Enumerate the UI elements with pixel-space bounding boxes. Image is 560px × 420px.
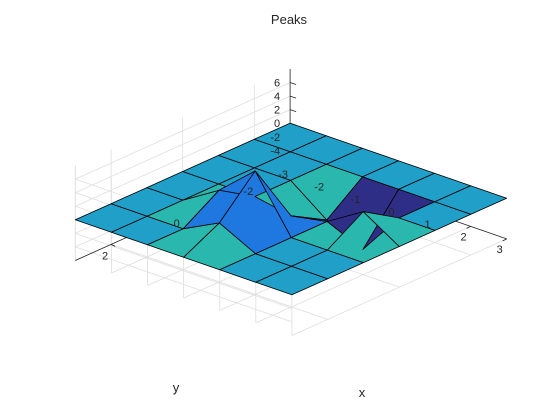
z-tick-label: -2 bbox=[270, 132, 280, 144]
y-axis-label: y bbox=[173, 380, 180, 395]
gridline-y-floor bbox=[110, 244, 328, 320]
z-tick-label: 4 bbox=[274, 91, 280, 103]
z-tick bbox=[289, 95, 297, 99]
z-tick-label: 0 bbox=[274, 118, 280, 130]
x-axis-label: x bbox=[359, 385, 366, 400]
z-tick bbox=[289, 82, 297, 85]
y-tick bbox=[110, 244, 116, 247]
z-tick-label: -4 bbox=[270, 145, 280, 157]
y-tick-label: 2 bbox=[102, 250, 108, 262]
x-tick bbox=[466, 226, 471, 229]
x-tick-label: 2 bbox=[461, 231, 467, 243]
z-tick-label: 6 bbox=[274, 78, 280, 90]
x-tick-label: 1 bbox=[424, 219, 430, 231]
surface-layer bbox=[74, 122, 508, 296]
x-tick-label: 3 bbox=[497, 244, 503, 256]
x-tick bbox=[502, 238, 507, 242]
x-tick-label: -2 bbox=[314, 181, 324, 193]
surface-face bbox=[434, 185, 508, 215]
y-tick-label: 0 bbox=[174, 218, 180, 230]
chart-title: Peaks bbox=[271, 12, 308, 27]
x-tick-label: -3 bbox=[278, 169, 288, 181]
y-tick-label: -2 bbox=[243, 186, 253, 198]
x-tick-label: 0 bbox=[388, 206, 394, 218]
x-tick-label: -1 bbox=[350, 194, 360, 206]
z-tick-label: 2 bbox=[274, 105, 280, 117]
z-tick bbox=[289, 109, 297, 113]
